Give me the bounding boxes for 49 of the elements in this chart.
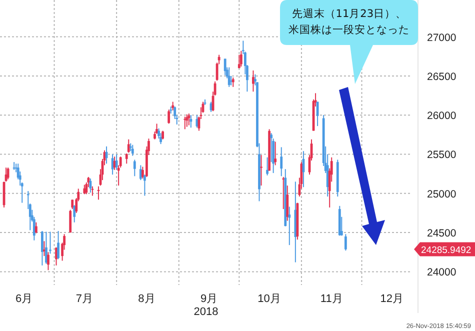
candlestick [57, 230, 60, 260]
x-tick-label: 10月 [258, 293, 281, 305]
candlestick [89, 178, 92, 194]
candlestick [274, 141, 277, 166]
y-tick-label: 24000 [427, 266, 456, 279]
x-tick-label: 12月 [380, 293, 404, 305]
candlestick [344, 234, 347, 252]
candlestick [252, 70, 254, 92]
candlestick [73, 204, 76, 223]
candlestick [190, 114, 192, 128]
x-tick-label: 11月 [320, 293, 343, 305]
candlestick [91, 186, 94, 196]
candlestick [34, 222, 38, 234]
candlestick [240, 50, 242, 68]
y-tick-label: 26500 [427, 70, 456, 83]
candlestick [260, 154, 262, 186]
candlestick [280, 146, 283, 177]
y-tick-label: 24500 [427, 228, 456, 240]
candlestick [71, 199, 74, 210]
candlestick [41, 230, 44, 266]
candlestick [47, 252, 50, 271]
y-tick-label: 25000 [427, 188, 456, 200]
candlestick [188, 113, 190, 126]
candlestick [133, 159, 136, 177]
annotation: 先週末（11月23日）、米国株は一段安となった [288, 7, 411, 38]
candlestick [45, 231, 48, 264]
candlestick [168, 109, 170, 124]
candlestick [139, 164, 142, 181]
price-tag: 24285.9492 [414, 242, 475, 256]
y-tick-label: 25500 [427, 149, 456, 162]
candlestick [232, 77, 234, 88]
candlestick [238, 54, 240, 69]
x-tick-label: 6月 [16, 293, 33, 305]
x-axis-title: 2018 [194, 306, 218, 318]
x-tick-label: 9月 [200, 293, 218, 305]
candlestick [286, 185, 289, 222]
candlestick [266, 156, 268, 176]
candlestick [125, 152, 128, 164]
candlestick [69, 209, 72, 234]
x-tick-label: 7月 [76, 293, 93, 305]
candlestick [127, 138, 130, 154]
candlestick [186, 114, 188, 128]
candlestick [43, 240, 46, 257]
candlestick [160, 132, 162, 145]
y-tick-label: 26000 [427, 110, 456, 122]
candlestick [131, 144, 134, 156]
y-tick-label: 27000 [427, 32, 456, 44]
candlestick [224, 58, 226, 76]
x-tick-label: 8月 [138, 293, 156, 305]
